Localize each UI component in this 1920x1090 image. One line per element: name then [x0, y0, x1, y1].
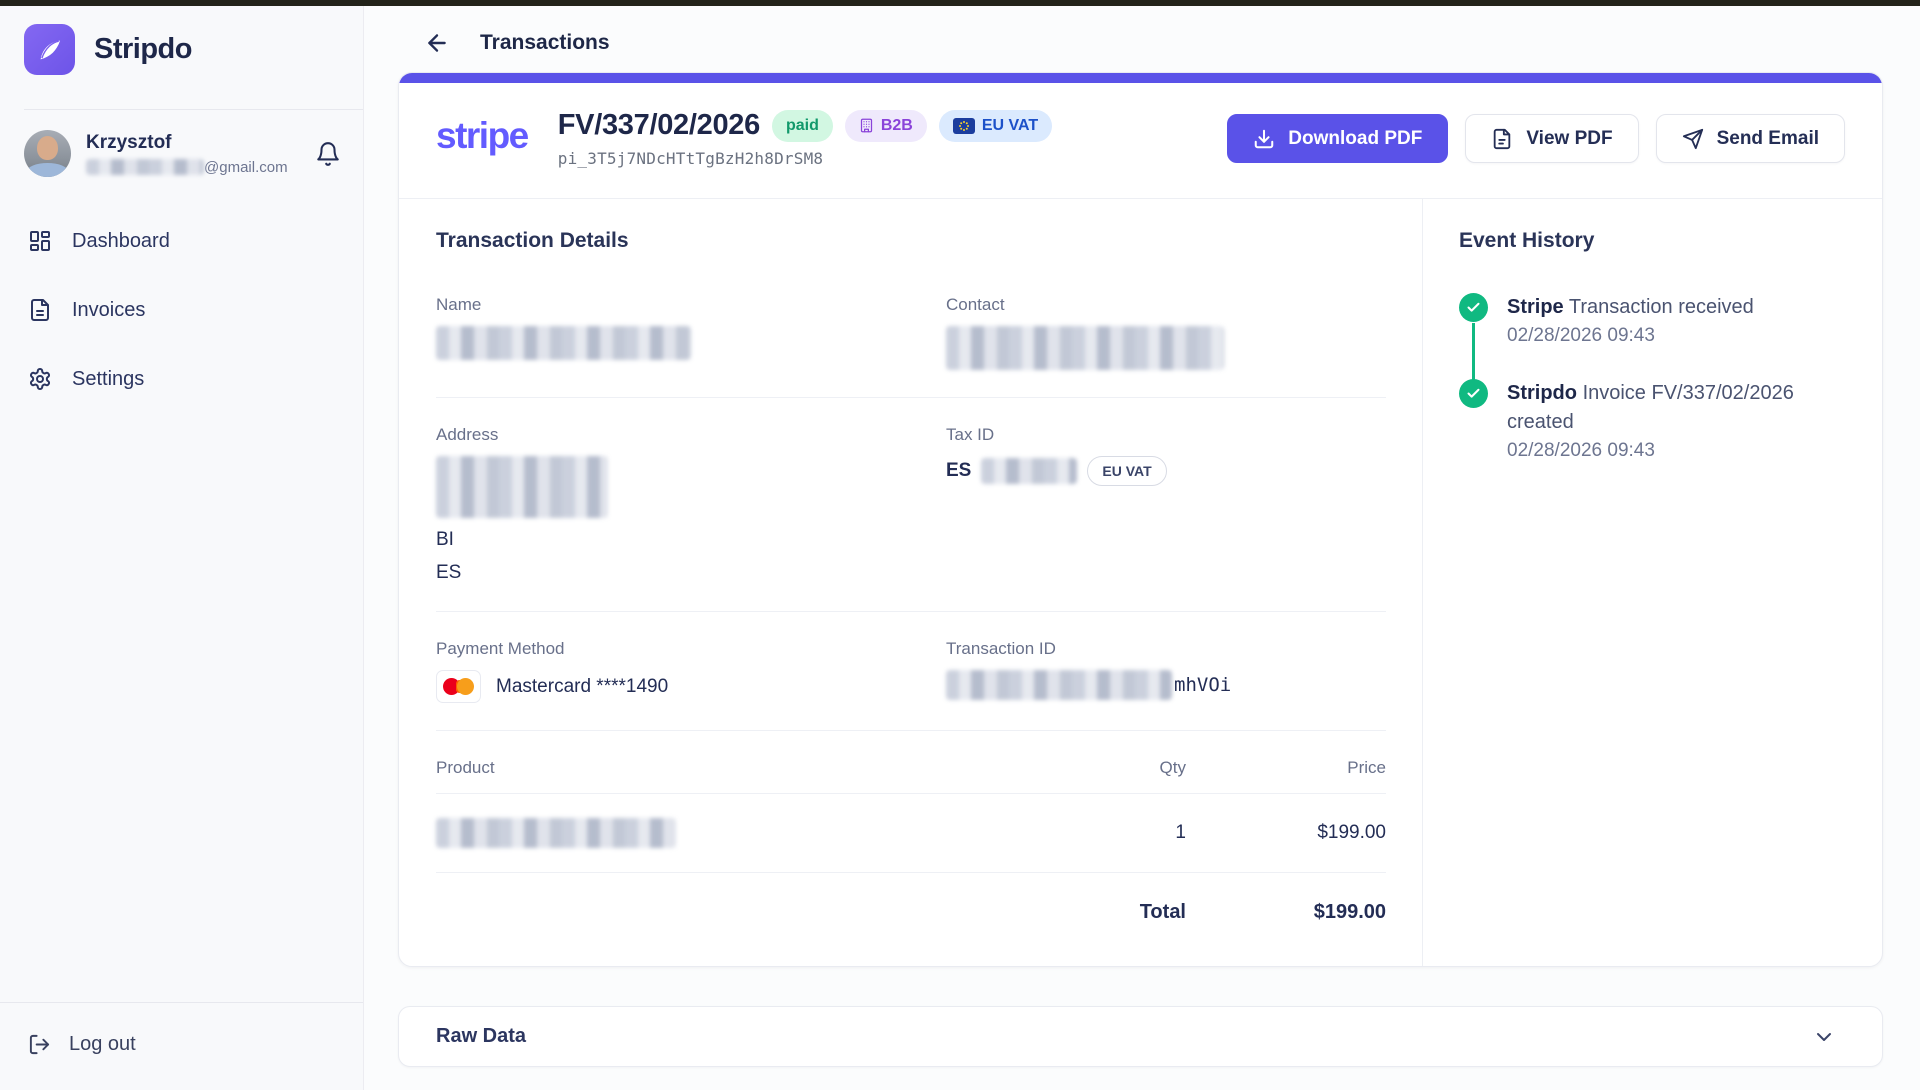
product-price: $199.00: [1317, 822, 1386, 843]
transaction-details-title: Transaction Details: [436, 229, 629, 252]
product-table: Product Qty Price 1 $199.00 Total $199.0…: [436, 758, 1386, 924]
logout-label: Log out: [69, 1033, 136, 1055]
redacted-product-name: [436, 818, 676, 848]
back-arrow-icon[interactable]: [424, 30, 450, 56]
brand-name: Stripdo: [94, 33, 193, 65]
badge-eu-vat: EU VAT: [938, 109, 1053, 142]
payment-intent-id: pi_3T5j7NDcHTtTgBzH2h8DrSM8: [557, 149, 824, 168]
event-timestamp: 02/28/2026 09:43: [1507, 325, 1655, 346]
chevron-down-icon: [1812, 1025, 1836, 1049]
page-title: Transactions: [480, 31, 610, 54]
eu-vat-pill: EU VAT: [1087, 456, 1167, 486]
event-item: Stripdo Invoice FV/337/02/2026 created 0…: [1459, 379, 1842, 494]
field-name: Name: [436, 295, 946, 370]
total-label: Total: [1139, 901, 1186, 923]
divider: [436, 397, 1386, 398]
badge-b2b: B2B: [844, 109, 927, 142]
sidebar-footer: Log out: [0, 1002, 363, 1090]
address-line: ES: [436, 562, 462, 583]
raw-data-accordion[interactable]: Raw Data: [398, 1006, 1883, 1067]
event-history-title: Event History: [1459, 229, 1595, 252]
invoice-card: stripe FV/337/02/2026 paid B2B: [398, 72, 1883, 967]
field-address: Address BI ES: [436, 425, 946, 584]
sidebar-item-settings[interactable]: Settings: [28, 367, 363, 391]
notifications-bell-icon[interactable]: [315, 141, 341, 167]
transaction-id-suffix: mhVOi: [1174, 674, 1232, 696]
address-line: BI: [436, 529, 454, 550]
stripdo-logo-icon: [24, 24, 75, 75]
total-value: $199.00: [1313, 901, 1386, 923]
document-icon: [1491, 128, 1513, 150]
check-circle-icon: [1459, 379, 1488, 408]
send-email-button[interactable]: Send Email: [1655, 114, 1845, 163]
mastercard-icon: [436, 670, 481, 703]
sidebar-item-label: Dashboard: [72, 229, 170, 252]
sidebar: Stripdo Krzysztof @gmail.com Das: [0, 6, 364, 1090]
sidebar-item-label: Invoices: [72, 298, 146, 321]
invoices-icon: [28, 298, 52, 322]
redacted-tax-id: [981, 458, 1078, 484]
event-timestamp: 02/28/2026 09:43: [1507, 440, 1655, 461]
logout-icon: [28, 1033, 51, 1056]
divider: [436, 611, 1386, 612]
event-source: Stripe: [1507, 296, 1564, 318]
stripe-logo: stripe: [436, 115, 529, 156]
raw-data-title: Raw Data: [436, 1025, 527, 1047]
user-name: Krzysztof: [86, 131, 172, 153]
download-pdf-button[interactable]: Download PDF: [1227, 114, 1449, 163]
send-icon: [1682, 128, 1704, 150]
page-header: Transactions: [364, 6, 1920, 64]
field-contact: Contact: [946, 295, 1386, 370]
redacted-contact: [946, 326, 1224, 370]
invoice-number: FV/337/02/2026: [557, 109, 760, 141]
brand: Stripdo: [0, 6, 363, 75]
download-icon: [1253, 128, 1275, 150]
field-transaction-id: Transaction ID mhVOi: [946, 639, 1386, 703]
top-bar: [0, 0, 1920, 6]
redacted-email: [86, 159, 204, 175]
user-email: @gmail.com: [86, 159, 288, 176]
user-profile: Krzysztof @gmail.com: [0, 110, 363, 177]
field-tax-id: Tax ID ES EU VAT: [946, 425, 1386, 584]
invoice-actions: Download PDF View PDF: [1227, 114, 1845, 163]
settings-gear-icon: [28, 367, 52, 391]
status-badge-paid: paid: [771, 109, 833, 142]
field-payment-method: Payment Method Mastercard ****1490: [436, 639, 946, 703]
check-circle-icon: [1459, 293, 1488, 322]
view-pdf-button[interactable]: View PDF: [1465, 114, 1639, 163]
divider: [436, 730, 1386, 731]
tax-id-prefix: ES: [946, 460, 972, 481]
sidebar-item-dashboard[interactable]: Dashboard: [28, 229, 363, 253]
product-table-row: 1 $199.00: [436, 794, 1386, 873]
transaction-details: Transaction Details Name Contact Address: [399, 199, 1422, 966]
logout-button[interactable]: Log out: [28, 1033, 363, 1056]
event-history: Event History Stripe Transaction receive…: [1422, 199, 1882, 966]
redacted-name: [436, 326, 691, 360]
main-content: Transactions stripe FV/337/02/2026 paid: [364, 6, 1920, 1090]
card-accent-bar: [399, 73, 1882, 83]
event-source: Stripdo: [1507, 382, 1577, 404]
event-text: Transaction received: [1568, 296, 1754, 318]
building-icon: [859, 118, 874, 133]
product-qty: 1: [1175, 822, 1186, 843]
redacted-address: [436, 456, 608, 518]
invoice-card-header: stripe FV/337/02/2026 paid B2B: [399, 83, 1882, 198]
event-item: Stripe Transaction received 02/28/2026 0…: [1459, 293, 1842, 393]
sidebar-item-label: Settings: [72, 367, 145, 390]
product-table-header: Product Qty Price: [436, 758, 1386, 794]
dashboard-icon: [28, 229, 52, 253]
redacted-transaction-id: [946, 670, 1172, 700]
sidebar-nav: Dashboard Invoices Settings: [0, 229, 363, 391]
avatar: [24, 130, 71, 177]
product-table-total: Total $199.00: [436, 873, 1386, 924]
sidebar-divider: [24, 109, 363, 110]
event-text: Invoice FV/337/02/2026 created: [1507, 382, 1794, 433]
sidebar-item-invoices[interactable]: Invoices: [28, 298, 363, 322]
eu-flag-icon: [952, 117, 975, 134]
payment-method-value: Mastercard ****1490: [496, 675, 669, 697]
